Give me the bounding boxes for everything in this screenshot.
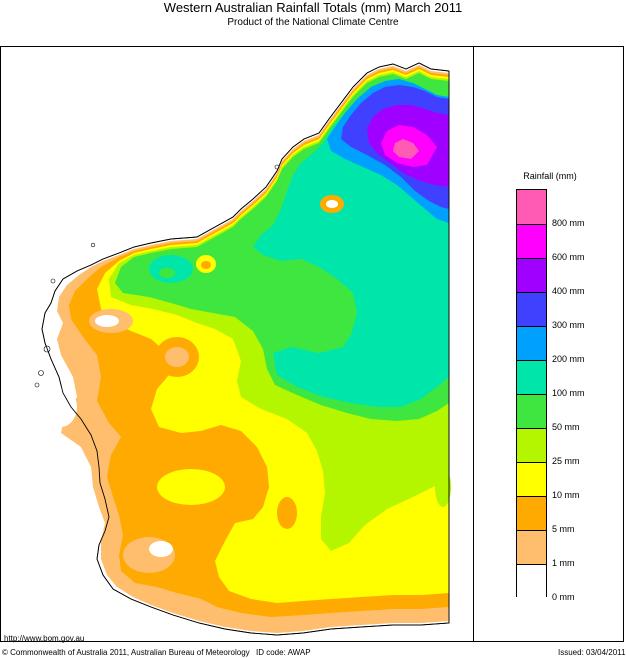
legend-swatch (517, 258, 546, 293)
legend-label: 5 mm (552, 524, 575, 534)
rainfall-map (34, 62, 451, 636)
legend-swatch (517, 326, 546, 361)
legend-swatch (517, 462, 546, 497)
map-frame (0, 46, 624, 642)
local-low-wheatbelt-core (149, 541, 173, 557)
legend-label: 10 mm (552, 490, 580, 500)
legend-label: 50 mm (552, 422, 580, 432)
map-subtitle: Product of the National Climate Centre (227, 17, 399, 28)
legend-label: 400 mm (552, 286, 585, 296)
legend-label: 800 mm (552, 218, 585, 228)
legend-label: 0 mm (552, 592, 575, 602)
legend-colorbar (516, 189, 547, 599)
legend-swatch (517, 190, 546, 224)
coastline (41, 62, 450, 636)
local-high-nullarbor (435, 467, 451, 507)
footer-id-code: ID code: AWAP (256, 648, 311, 657)
legend-label: 200 mm (552, 354, 585, 364)
legend-swatch (517, 428, 546, 463)
footer-copyright: © Commonwealth of Australia 2011, Austra… (2, 648, 250, 657)
legend-swatch (517, 394, 546, 429)
local-low-pilbara-core (201, 261, 211, 269)
legend-label: 300 mm (552, 320, 585, 330)
legend-swatch (517, 530, 546, 565)
legend-swatch (517, 564, 546, 599)
local-low-midwest (45, 387, 77, 427)
legend-label: 25 mm (552, 456, 580, 466)
island (34, 382, 40, 388)
legend-label: 1 mm (552, 558, 575, 568)
local-low-gascoyne-core (95, 315, 119, 327)
band-800mm (393, 139, 419, 159)
island (90, 242, 96, 248)
local-low-murchison-core (165, 347, 189, 367)
legend-label: 100 mm (552, 388, 585, 398)
local-band-gascoyne-green-core (159, 268, 175, 278)
island (38, 370, 44, 376)
legend-swatch (517, 496, 546, 531)
map-title: Western Australian Rainfall Totals (mm) … (163, 0, 463, 15)
footer-issued: Issued: 03/04/2011 (558, 648, 626, 657)
island (50, 278, 56, 284)
footer-url[interactable]: http://www.bom.gov.au (4, 634, 85, 643)
legend-title: Rainfall (mm) (523, 171, 577, 181)
legend-swatch (517, 292, 546, 327)
local-low-goldfields (277, 497, 297, 529)
legend-swatch (517, 224, 546, 259)
legend-swatch (517, 360, 546, 395)
legend-divider (473, 46, 474, 642)
local-high-south (157, 469, 225, 505)
local-maximum-inland-core (326, 200, 338, 208)
legend-label: 600 mm (552, 252, 585, 262)
